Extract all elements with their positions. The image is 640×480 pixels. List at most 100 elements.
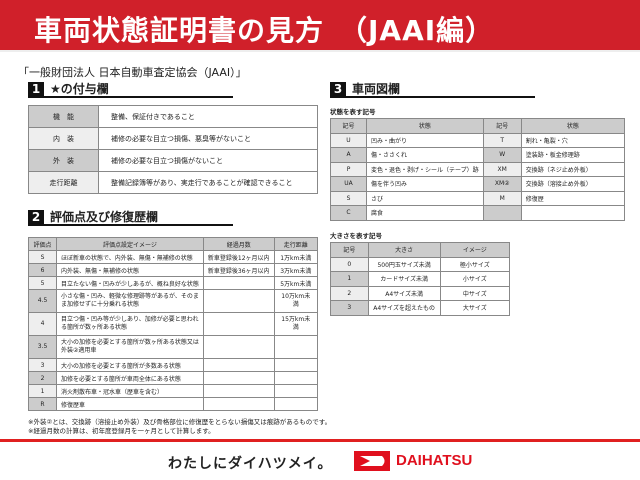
table-row: R 修復歴車 [27,397,319,411]
size-symbols-label: 大きさを表す記号 [330,232,382,240]
state: 修復歴 [520,190,626,206]
section-title: 評価点及び修復歴欄 [50,210,159,224]
star-table: 機 能整備、保証付きであること内 装補修の必要な目立つ損傷、悪臭等がないこと外 … [28,105,318,194]
state: 腐食 [366,205,484,221]
footer-divider [0,439,640,442]
note: ※経過月数の計算は、初年度登録月を一ヶ月として計算します。 [28,427,215,435]
grade: R [27,397,58,411]
mileage [273,335,319,359]
description: 修復歴車 [56,397,204,411]
description: 内外装、無傷・無補修の状態 [56,263,204,277]
table-row: 2 加修を必要とする箇所が車両全体にある状態 [27,371,319,385]
table-row: C 腐食 [330,205,626,221]
image: 極小サイズ [439,256,511,272]
symbol: U [330,132,367,148]
section-number: 1 [28,82,44,97]
image: 小サイズ [439,271,511,287]
organization-name: 「一般財団法人 日本自動車査定協会（JAAI）」 [18,66,247,79]
table-row: 4.5 小さな傷・凹み、軽微な修理跡等があるが、そのまま加修せずに十分乗れる状態 1… [27,289,319,313]
slogan: わたしにダイハツメイ。 [168,456,333,472]
table-row: 4 目立つ傷・凹み等が少しあり、加修が必要と思われる箇所が数ヶ所ある状態 15万km… [27,312,319,336]
table-row: 3.5 大小の加修を必要とする箇所が数ヶ所ある状態又は外装②適用車 [27,335,319,359]
daihatsu-logo-icon [354,451,390,471]
symbol: C [330,205,367,221]
elapsed-months: 新車登録後12ヶ月以内 [202,250,275,264]
symbol: UA [330,176,367,192]
elapsed-months [202,335,275,359]
description: ほぼ新車の状態で、内外装、無傷・無補修の状態 [56,250,204,264]
table-row: S さび M 修復歴 [330,190,626,206]
size: カードサイズ未満 [367,271,441,287]
mileage [273,384,319,398]
elapsed-months [202,312,275,336]
row-label: 外 装 [28,149,99,172]
symbol: W [482,147,522,163]
grade: 5 [27,276,58,290]
row-value: 補修の必要な目立つ損傷がないこと [98,149,318,172]
description: 大小の加修を必要とする箇所が数ヶ所ある状態又は外装②適用車 [56,335,204,359]
table-row: A 傷・ささくれ W 塗装跡・板金修理跡 [330,147,626,163]
state-symbols-label: 状態を表す記号 [330,108,376,116]
table-row: 5 目立たない傷・凹みが少しあるが、概ね良好な状態 5万km未満 [27,276,319,290]
header-banner: 車両状態証明書の見方 （JAAI編） [0,0,640,52]
size: 500円玉サイズ未満 [367,256,441,272]
grade: 4.5 [27,289,58,313]
symbol: T [482,132,522,148]
brand-name: DAIHATSU [396,452,473,469]
grade: 3.5 [27,335,58,359]
description: 大小の加修を必要とする箇所が多数ある状態 [56,358,204,372]
mileage [273,397,319,411]
description: 目立つ傷・凹み等が少しあり、加修が必要と思われる箇所が数ヶ所ある状態 [56,312,204,336]
elapsed-months [202,358,275,372]
symbol: A [330,147,367,163]
table-row: 外 装補修の必要な目立つ損傷がないこと [28,149,318,172]
table-row: U 凹み・曲がり T 割れ・亀裂・穴 [330,132,626,148]
description: 小さな傷・凹み、軽微な修理跡等があるが、そのまま加修せずに十分乗れる状態 [56,289,204,313]
elapsed-months: 新車登録後36ヶ月以内 [202,263,275,277]
description: 加修を必要とする箇所が車両全体にある状態 [56,371,204,385]
row-label: 内 装 [28,127,99,150]
size: A4サイズを超えたもの [367,300,441,316]
column-header: 記号 [330,118,367,134]
grade: 2 [27,371,58,385]
column-header: イメージ [439,242,511,258]
section-title: ★の付与欄 [50,82,109,96]
mileage: 15万km未満 [273,312,319,336]
state: さび [366,190,484,206]
column-header: 走行距離 [273,237,319,251]
column-header: 記号 [330,242,369,258]
footnotes: ※外装②とは、交換跡（溶接止め外装）及び骨格部位に修復歴をとらない損傷又は痕跡が… [28,418,331,436]
column-header: 評価点 [27,237,58,251]
table-row: 6 内外装、無傷・無補修の状態 新車登録後36ヶ月以内 3万km未満 [27,263,319,277]
state: 割れ・亀裂・穴 [520,132,626,148]
column-header: 記号 [482,118,522,134]
note: ※外装②とは、交換跡（溶接止め外装）及び骨格部位に修復歴をとらない損傷又は痕跡が… [28,418,332,426]
symbol: 2 [330,285,369,301]
symbol: XM [482,161,522,177]
state: 傷・ささくれ [366,147,484,163]
symbol [482,205,522,221]
state: 傷を伴う凹み [366,176,484,192]
elapsed-months [202,276,275,290]
section-3-heading: 3 車両図欄 [330,82,535,98]
mileage [273,371,319,385]
column-header: 状態 [520,118,626,134]
grade: S [27,250,58,264]
mileage: 3万km未満 [273,263,319,277]
row-label: 走行距離 [28,171,99,194]
elapsed-months [202,289,275,313]
elapsed-months [202,397,275,411]
state: 凹み・曲がり [366,132,484,148]
grade: 4 [27,312,58,336]
image: 大サイズ [439,300,511,316]
grade-table: 評価点 評価点設定イメージ 経過月数 走行距離 S ほぼ新車の状態で、内外装、無傷・無補修… [27,237,319,411]
symbol: 3 [330,300,369,316]
state: 塗装跡・板金修理跡 [520,147,626,163]
section-number: 3 [330,82,346,97]
table-row: 2 A4サイズ未満 中サイズ [330,285,511,301]
row-label: 機 能 [28,105,99,128]
elapsed-months [202,384,275,398]
table-row: 0 500円玉サイズ未満 極小サイズ [330,256,511,272]
description: 消火剤散布車・冠水車（歴車を含む） [56,384,204,398]
section-number: 2 [28,210,44,225]
